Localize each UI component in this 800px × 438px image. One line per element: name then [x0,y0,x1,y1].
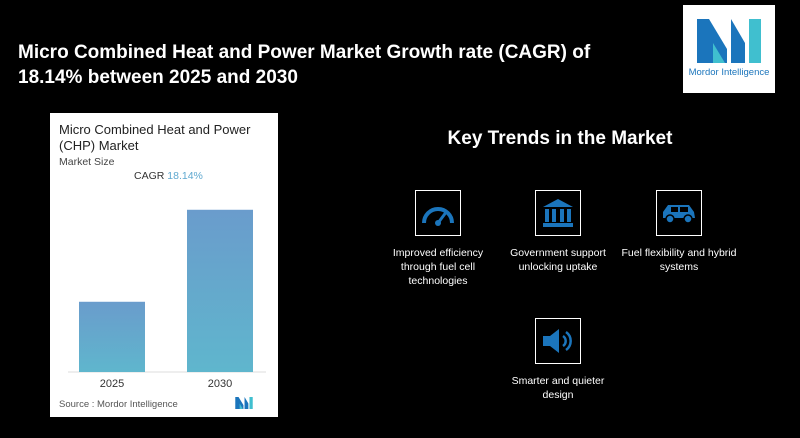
card-title: Micro Combined Heat and Power (CHP) Mark… [59,122,251,153]
bar-2030 [187,209,253,372]
trend-item-efficiency: Improved efficiency through fuel cell te… [378,190,498,288]
card-subtitle: Market Size [59,156,115,168]
trend-item-fuel-flexibility: Fuel flexibility and hybrid systems [619,190,739,274]
trend-label: Improved efficiency through fuel cell te… [392,247,484,287]
cagr-annotation: CAGR 18.14% [134,170,203,182]
trends-heading: Key Trends in the Market [447,128,673,149]
mordor-intelligence-logo: Mordor Intelligence [683,5,775,93]
source-text: Source : Mordor Intelligence [59,399,178,410]
speedometer-icon [415,190,461,236]
bar-2025 [79,301,145,372]
x-tick-label-2025: 2025 [100,378,124,390]
trend-item-government: Government support unlocking uptake [498,190,618,274]
government-building-icon [535,190,581,236]
trend-label: Government support unlocking uptake [510,247,606,273]
trend-label: Smarter and quieter design [511,375,605,401]
x-tick-label-2030: 2030 [208,378,232,390]
source-logo-icon [235,397,253,409]
trend-label: Fuel flexibility and hybrid systems [621,247,737,273]
page-title: Micro Combined Heat and Power Market Gro… [18,42,591,88]
trend-item-design: Smarter and quieter design [498,318,618,402]
speaker-icon [535,318,581,364]
logo-text: Mordor Intelligence [688,67,770,78]
market-size-card: 2025 2030 Micro Combined Heat and Power (… [50,113,278,417]
logo-mark-icon [697,19,761,63]
bar-chart: 2025 2030 [68,209,266,390]
cagr-label: CAGR [134,170,165,182]
cagr-value: 18.14% [167,170,203,182]
car-icon [656,190,702,236]
